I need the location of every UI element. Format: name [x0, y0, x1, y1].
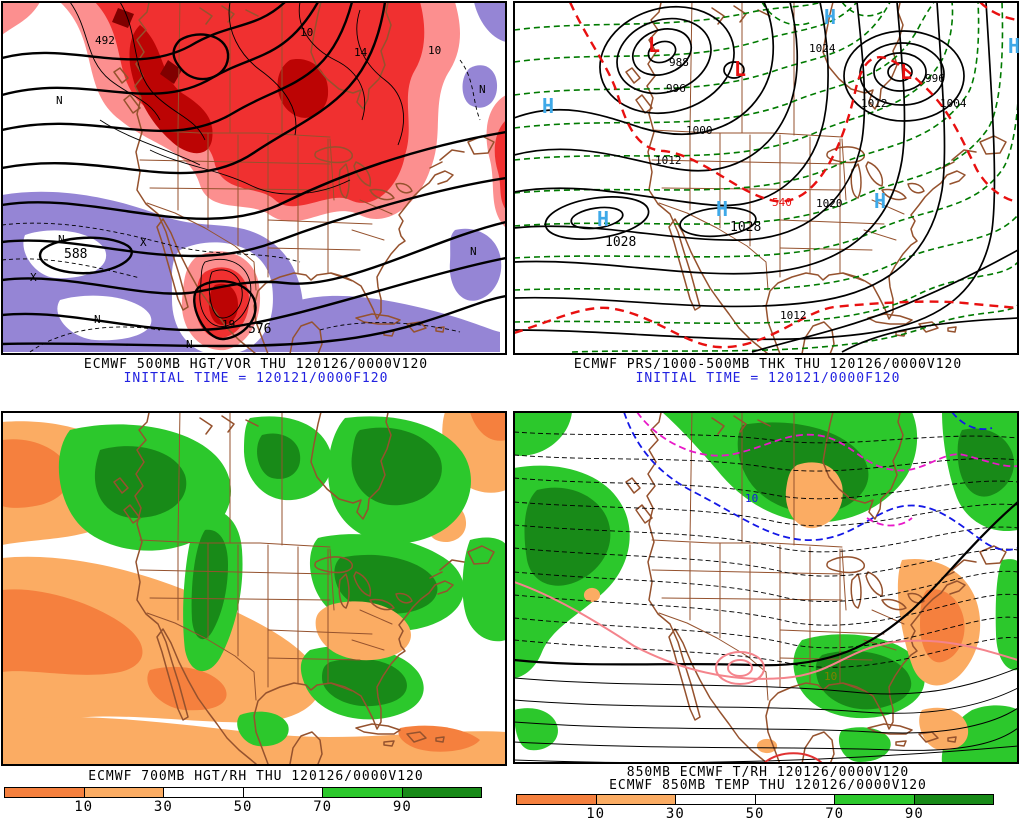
map-labels: H H H H H H L L L 988 996 1000 1012 1024 996 1012 1004 10… — [542, 5, 1020, 322]
colorbar-segment — [914, 795, 993, 804]
colorbar-segment — [676, 795, 756, 804]
panel4-title-line2: ECMWF 850MB TEMP THU 120126/0000V120 — [609, 778, 927, 793]
map-prs-thickness: H H H H H H L L L 988 996 1000 1012 1024 996 1012 1004 10… — [513, 1, 1020, 355]
panel1-title: ECMWF 500MB HGT/VOR THU 120126/0000V120 — [83, 357, 429, 372]
vorticity-contours — [2, 2, 481, 353]
colorbar-ticks: 10 30 50 70 90 — [516, 805, 994, 819]
colorbar-segment — [835, 795, 915, 804]
panel3-title: ECMWF 700MB HGT/RH THU 120126/0000V120 — [88, 769, 424, 784]
rh-colorbar: 10 30 50 70 90 — [516, 794, 994, 819]
colorbar-tick-label: 90 — [392, 799, 412, 815]
low-pressure-symbol: L — [900, 60, 912, 84]
map-700mb-rh — [1, 411, 507, 766]
map-label: N — [470, 245, 477, 258]
map-label: 1012 — [780, 309, 807, 322]
map-label: 492 — [95, 34, 115, 47]
temperature-contours — [514, 412, 1018, 763]
humidity-fills — [514, 412, 1018, 763]
map-label: X — [30, 271, 37, 284]
map-label: 10 — [824, 670, 837, 683]
map-label: 1028 — [730, 220, 761, 235]
high-pressure-symbol: H — [542, 94, 554, 118]
map-label: 996 — [666, 82, 686, 95]
map-label: X — [140, 236, 147, 249]
colorbar-tick-label: 10 — [74, 799, 94, 815]
map-label: 10 — [428, 44, 441, 57]
colorbar-segment — [517, 795, 597, 804]
map-label: N — [186, 338, 193, 351]
panel-700mb-rh: ECMWF 700MB HGT/RH THU 120126/0000V120 1… — [0, 410, 512, 819]
high-pressure-symbol: H — [874, 189, 886, 213]
map-label: 1004 — [940, 97, 967, 110]
humidity-fills — [2, 412, 506, 765]
map-label: 1000 — [686, 124, 713, 137]
map-label: 1028 — [605, 235, 636, 250]
colorbar-segment — [596, 795, 676, 804]
colorbar-swatches — [4, 787, 482, 798]
panel1-initial-time: INITIAL TIME = 120121/0000F120 — [123, 371, 389, 386]
colorbar-tick-label: 70 — [313, 799, 333, 815]
map-frame — [1, 1, 507, 355]
rh-colorbar: 10 30 50 70 90 — [4, 787, 482, 815]
colorbar-tick-label: 10 — [586, 806, 606, 819]
map-label: 10 — [745, 492, 758, 505]
map-label: 576 — [248, 322, 271, 337]
panel4-title-line1: 850MB ECMWF T/RH 120126/0000V120 — [626, 765, 910, 780]
map-frame — [1, 411, 507, 766]
map-850mb-temp-rh: 10 10 — [513, 411, 1019, 764]
low-pressure-symbol: L — [734, 57, 746, 81]
colorbar-segment — [243, 788, 323, 797]
colorbar-tick-label: 70 — [825, 806, 845, 819]
map-label: 540 — [772, 196, 792, 209]
colorbar-tick-label: 90 — [904, 806, 924, 819]
high-pressure-symbol: H — [716, 197, 728, 221]
panel-850mb-temp-rh: 10 10 850MB ECMWF T/RH 120126/0000V120 EC… — [512, 410, 1024, 819]
map-label: N — [94, 313, 101, 326]
map-label: N — [479, 83, 486, 96]
panel2-initial-time: INITIAL TIME = 120121/0000F120 — [635, 371, 901, 386]
map-label: 996 — [925, 72, 945, 85]
high-pressure-symbol: H — [824, 5, 836, 29]
map-label: 588 — [64, 247, 87, 262]
colorbar-tick-label: 30 — [153, 799, 173, 815]
critical-thickness-540 — [514, 2, 1018, 349]
colorbar-segment — [84, 788, 164, 797]
colorbar-tick-label: 30 — [665, 806, 685, 819]
isobar-contours — [514, 2, 1018, 353]
map-labels: 10 10 — [745, 492, 837, 683]
colorbar-segment — [323, 788, 403, 797]
colorbar-tick-label: 50 — [745, 806, 765, 819]
map-label: 1020 — [816, 197, 843, 210]
colorbar-segment — [164, 788, 244, 797]
colorbar-segment — [755, 795, 835, 804]
map-label: 14 — [354, 46, 368, 59]
height-contours — [2, 2, 506, 348]
colorbar-swatches — [516, 794, 994, 805]
high-pressure-symbol: H — [597, 207, 609, 231]
panel-prs-thickness: H H H H H H L L L 988 996 1000 1012 1024 996 1012 1004 10… — [512, 0, 1024, 410]
panel-500mb-hgt-vor: 492 10 14 10 N N 588 X X N N 19 576 N N ECMWF 500MB HG… — [0, 0, 512, 410]
colorbar-ticks: 10 30 50 70 90 — [4, 798, 482, 815]
map-label: 19 — [222, 318, 235, 331]
map-label: N — [56, 94, 63, 107]
panel2-title: ECMWF PRS/1000-500MB THK THU 120126/0000… — [573, 357, 963, 372]
high-pressure-symbol: H — [1008, 34, 1020, 58]
map-label: 1024 — [809, 42, 836, 55]
map-label: N — [58, 233, 65, 246]
map-label: 988 — [669, 56, 689, 69]
map-frame — [513, 411, 1019, 764]
map-frame — [513, 1, 1019, 355]
map-label: 1012 — [655, 154, 682, 167]
colorbar-segment — [402, 788, 481, 797]
map-label: 10 — [300, 26, 313, 39]
map-label: 1012 — [861, 97, 888, 110]
low-pressure-symbol: L — [648, 33, 660, 57]
colorbar-tick-label: 50 — [233, 799, 253, 815]
colorbar-segment — [5, 788, 85, 797]
